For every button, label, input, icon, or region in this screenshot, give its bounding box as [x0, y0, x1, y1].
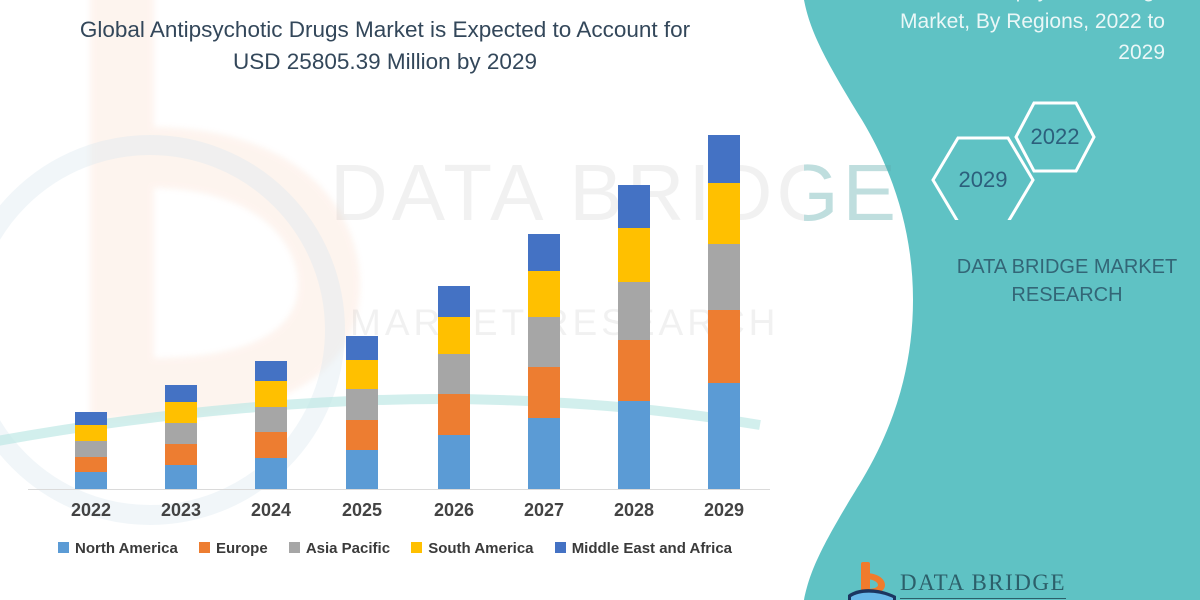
svg-text:2022: 2022	[1031, 124, 1080, 149]
svg-text:2029: 2029	[959, 167, 1008, 192]
